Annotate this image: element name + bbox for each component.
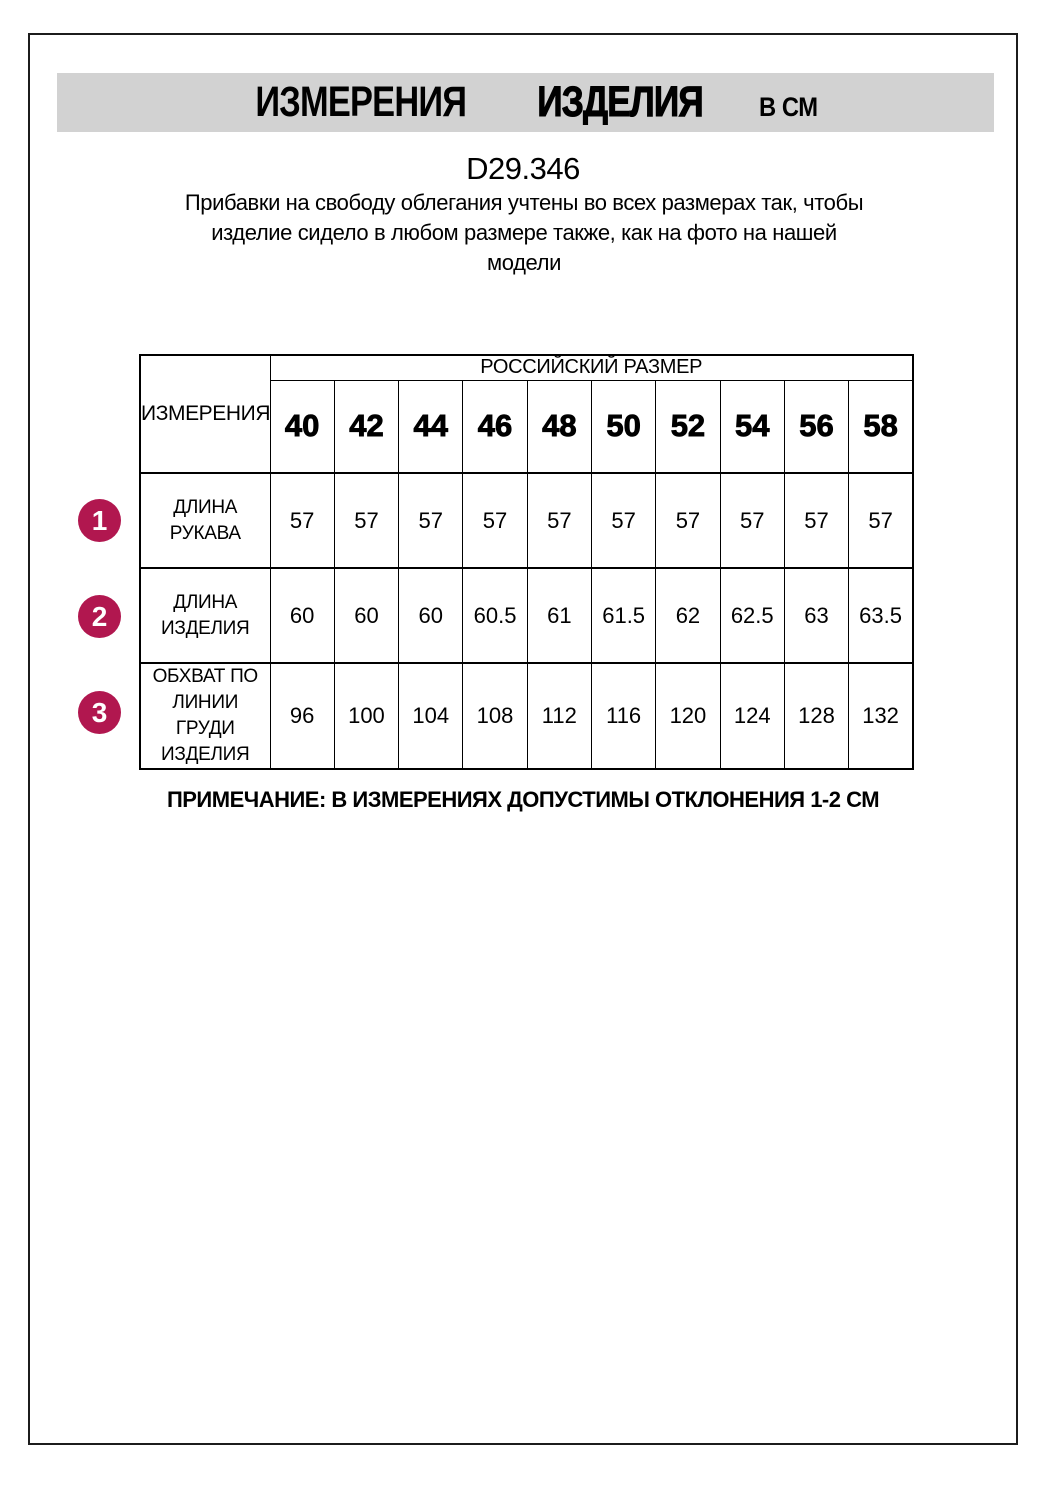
size-header-cell: 44 [398,379,464,474]
value-cell: 62.5 [719,567,785,664]
value-cell: 96 [269,662,335,770]
value-cell: 63 [783,567,850,664]
row-number-badge-2: 2 [78,595,121,638]
value-cell: 57 [783,472,850,569]
note-text: ПРИМЕЧАНИЕ: В ИЗМЕРЕНИЯХ ДОПУСТИМЫ ОТКЛО… [166,787,880,812]
value-cell: 128 [783,662,850,770]
size-table-wrap: ИЗМЕРЕНИЯ РОССИЙСКИЙ РАЗМЕР 40 42 44 46 … [139,354,914,770]
size-header-cell: 50 [590,379,657,474]
value-cell: 62 [655,567,721,664]
value-cell: 63.5 [848,567,914,664]
value-cell: 116 [590,662,657,770]
title-unit: В СМ [759,92,818,122]
size-table: ИЗМЕРЕНИЯ РОССИЙСКИЙ РАЗМЕР 40 42 44 46 … [139,354,914,770]
size-header-row: 40 42 44 46 48 50 52 54 56 58 [140,379,914,474]
value-cell: 57 [655,472,721,569]
size-header-cell: 58 [848,379,914,474]
row-label: ДЛИНА ИЗДЕЛИЯ [139,567,271,664]
value-cell: 60 [398,567,464,664]
title-measurements: ИЗМЕРЕНИЯ [255,78,468,126]
row-label: ДЛИНА РУКАВА [139,472,271,569]
size-header-cell: 54 [719,379,785,474]
size-group-header: РОССИЙСКИЙ РАЗМЕР [269,354,914,381]
value-cell: 124 [719,662,785,770]
value-cell: 100 [333,662,400,770]
value-cell: 120 [655,662,721,770]
value-cell: 57 [526,472,592,569]
table-row-chest-girth: ОБХВАТ ПО ЛИНИИ ГРУДИ ИЗДЕЛИЯ 96 100 104… [139,662,914,770]
table-row-sleeve-length: ДЛИНА РУКАВА 57 57 57 57 57 57 57 57 57 … [139,472,914,569]
value-cell: 57 [719,472,785,569]
row-label: ОБХВАТ ПО ЛИНИИ ГРУДИ ИЗДЕЛИЯ [139,662,271,770]
value-cell: 112 [526,662,592,770]
row-number-badge-1: 1 [78,499,121,542]
title-product: ИЗДЕЛИЯ [537,77,704,126]
value-cell: 104 [398,662,464,770]
title-bar: ИЗМЕРЕНИЯ ИЗДЕЛИЯ В СМ [57,73,994,132]
value-cell: 61 [526,567,592,664]
value-cell: 61.5 [590,567,657,664]
size-header-cell: 52 [655,379,721,474]
value-cell: 60 [269,567,335,664]
page-frame: ИЗМЕРЕНИЯ ИЗДЕЛИЯ В СМ D29.346 Прибавки … [28,33,1018,1445]
size-header-cell: 40 [269,379,335,474]
value-cell: 57 [269,472,335,569]
table-row-item-length: ДЛИНА ИЗДЕЛИЯ 60 60 60 60.5 61 61.5 62 6… [139,567,914,664]
size-header-cell: 48 [526,379,592,474]
value-cell: 57 [398,472,464,569]
value-cell: 57 [848,472,914,569]
value-cell: 57 [333,472,400,569]
fit-description: Прибавки на свободу облегания учтены во … [184,190,864,275]
size-header-cell: 42 [333,379,400,474]
value-cell: 57 [590,472,657,569]
row-number-badge-3: 3 [78,691,121,734]
value-cell: 108 [462,662,528,770]
value-cell: 60 [333,567,400,664]
size-header-cell: 46 [462,379,528,474]
value-cell: 132 [848,662,914,770]
table-corner-header: ИЗМЕРЕНИЯ [139,354,271,474]
value-cell: 57 [462,472,528,569]
value-cell: 60.5 [462,567,528,664]
product-code: D29.346 [466,151,580,186]
size-header-cell: 56 [783,379,850,474]
